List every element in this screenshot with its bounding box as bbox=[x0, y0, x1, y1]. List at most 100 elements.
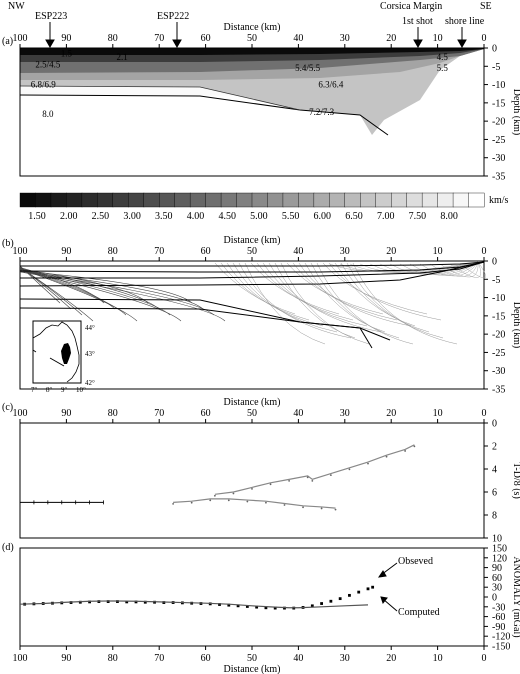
ray-path bbox=[304, 262, 386, 333]
label-esp222: ESP222 bbox=[157, 11, 189, 22]
colorbar-cell bbox=[128, 192, 145, 208]
y-tick-label: -20 bbox=[492, 330, 505, 341]
x-axis-label: Distance (km) bbox=[224, 235, 281, 246]
y-tick-label: 6 bbox=[492, 488, 497, 499]
colorbar-tick-label: 3.00 bbox=[123, 211, 141, 222]
layer-velocity-label: 6.8/6.9 bbox=[31, 80, 57, 90]
traveltime-point bbox=[367, 462, 369, 465]
traveltime-point bbox=[265, 501, 267, 504]
colorbar-cell bbox=[313, 192, 330, 208]
x-tick-label: 70 bbox=[154, 33, 164, 44]
y-tick-label: -5 bbox=[492, 275, 500, 286]
observed-point bbox=[310, 604, 314, 608]
ray-path bbox=[214, 262, 296, 315]
x-tick-label: 60 bbox=[201, 246, 211, 257]
y-tick-label: 0 bbox=[492, 593, 497, 604]
y-tick-label: 0 bbox=[492, 44, 497, 55]
panel-label-b: (b) bbox=[2, 238, 14, 249]
observed-point bbox=[273, 606, 277, 610]
colorbar-cell bbox=[174, 192, 191, 208]
x-tick-label: 50 bbox=[247, 246, 257, 257]
inset-lon-7: 7° bbox=[31, 386, 38, 394]
colorbar-tick-label: 7.00 bbox=[377, 211, 395, 222]
ray-path bbox=[459, 261, 487, 279]
x-tick-label: 30 bbox=[340, 33, 350, 44]
traveltime-series-3-line bbox=[173, 498, 336, 509]
x-tick-label: 20 bbox=[386, 246, 396, 257]
y-tick-label: -10 bbox=[492, 293, 505, 304]
x-tick-label: 100 bbox=[13, 246, 28, 257]
colorbar-cell bbox=[143, 192, 160, 208]
velocity-model bbox=[19, 48, 484, 176]
inset-profile-line bbox=[49, 357, 65, 367]
y-tick-label: -5 bbox=[492, 62, 500, 73]
colorbar-cell bbox=[35, 192, 52, 208]
colorbar-cell bbox=[50, 192, 67, 208]
colorbar-tick-label: 4.50 bbox=[218, 211, 236, 222]
y-tick-label: -150 bbox=[492, 642, 510, 653]
y-tick-label: -30 bbox=[492, 602, 505, 613]
layer-labels: 1.5 2.1 2.5/4.5 4.5 5.4/5.5 5.5 6.8/6.9 6.3/6.4… bbox=[31, 48, 449, 118]
y-tick-label: -15 bbox=[492, 98, 505, 109]
ray-path bbox=[268, 262, 382, 333]
y-tick-label: 0 bbox=[492, 419, 497, 430]
ray-path bbox=[316, 262, 414, 345]
colorbar-tick-label: 2.50 bbox=[92, 211, 110, 222]
colorbar-cell bbox=[81, 192, 98, 208]
ray-path bbox=[226, 262, 324, 327]
label-nw: NW bbox=[8, 1, 25, 12]
y-tick-label: -30 bbox=[492, 366, 505, 377]
y-tick-label: -30 bbox=[492, 153, 505, 164]
observed-point bbox=[366, 587, 370, 591]
x-tick-label: 90 bbox=[61, 246, 71, 257]
observed-point bbox=[264, 606, 268, 610]
x-tick-label: 50 bbox=[247, 33, 257, 44]
inset-corsica bbox=[61, 343, 71, 364]
traveltime-point bbox=[227, 499, 230, 502]
colorbar-cells bbox=[19, 192, 485, 208]
traveltime-point bbox=[404, 450, 407, 452]
x-tick-label: 40 bbox=[293, 246, 303, 257]
inset-lon-8: 8° bbox=[46, 386, 53, 394]
layer-velocity-label: 2.1 bbox=[116, 52, 127, 62]
ray-path bbox=[256, 262, 354, 321]
layer-velocity-label: 2.5/4.5 bbox=[35, 59, 61, 69]
x-tick-label: 70 bbox=[154, 246, 164, 257]
traveltime-point bbox=[306, 476, 309, 479]
inset-lon-10: 10° bbox=[76, 386, 86, 394]
interface-line bbox=[19, 85, 301, 111]
x-tick-label: 100 bbox=[13, 408, 28, 419]
colorbar-tick-label: 3.50 bbox=[155, 211, 173, 222]
y-axis-label: T-D/8 (s) bbox=[511, 462, 520, 499]
ray-path bbox=[340, 262, 430, 333]
traveltime-point bbox=[209, 499, 212, 502]
x-tick-label: 40 bbox=[293, 408, 303, 419]
traveltime-point bbox=[251, 488, 253, 490]
gravity-annotation-arrows bbox=[377, 562, 398, 612]
colorbar-cell bbox=[251, 192, 268, 208]
ray-path bbox=[232, 262, 338, 333]
colorbar-labels: 1.50 2.00 2.50 3.00 3.50 4.00 4.50 5.00 5.50 6.00… bbox=[28, 211, 458, 222]
colorbar-tick-label: 5.50 bbox=[282, 211, 300, 222]
y-tick-label: 150 bbox=[492, 544, 507, 555]
y-tick-label: 120 bbox=[492, 553, 507, 564]
ray-path bbox=[310, 262, 400, 339]
label-first-shot: 1st shot bbox=[402, 16, 433, 27]
ray-path bbox=[262, 262, 368, 327]
observed-point bbox=[88, 600, 91, 604]
x-tick-label: 0 bbox=[482, 33, 487, 44]
traveltime-point bbox=[190, 501, 193, 504]
panel-label-c: (c) bbox=[2, 402, 13, 413]
x-tick-label: 10 bbox=[433, 246, 443, 257]
panel-c-frame bbox=[19, 422, 485, 539]
label-shore-line: shore line bbox=[445, 16, 485, 27]
x-axis-label: Distance (km) bbox=[224, 22, 281, 33]
x-tick-label: 90 bbox=[61, 408, 71, 419]
layer-velocity-label: 4.5 bbox=[437, 52, 449, 62]
layer-velocity-label: 6.3/6.4 bbox=[318, 80, 344, 90]
colorbar-cell bbox=[421, 192, 439, 208]
